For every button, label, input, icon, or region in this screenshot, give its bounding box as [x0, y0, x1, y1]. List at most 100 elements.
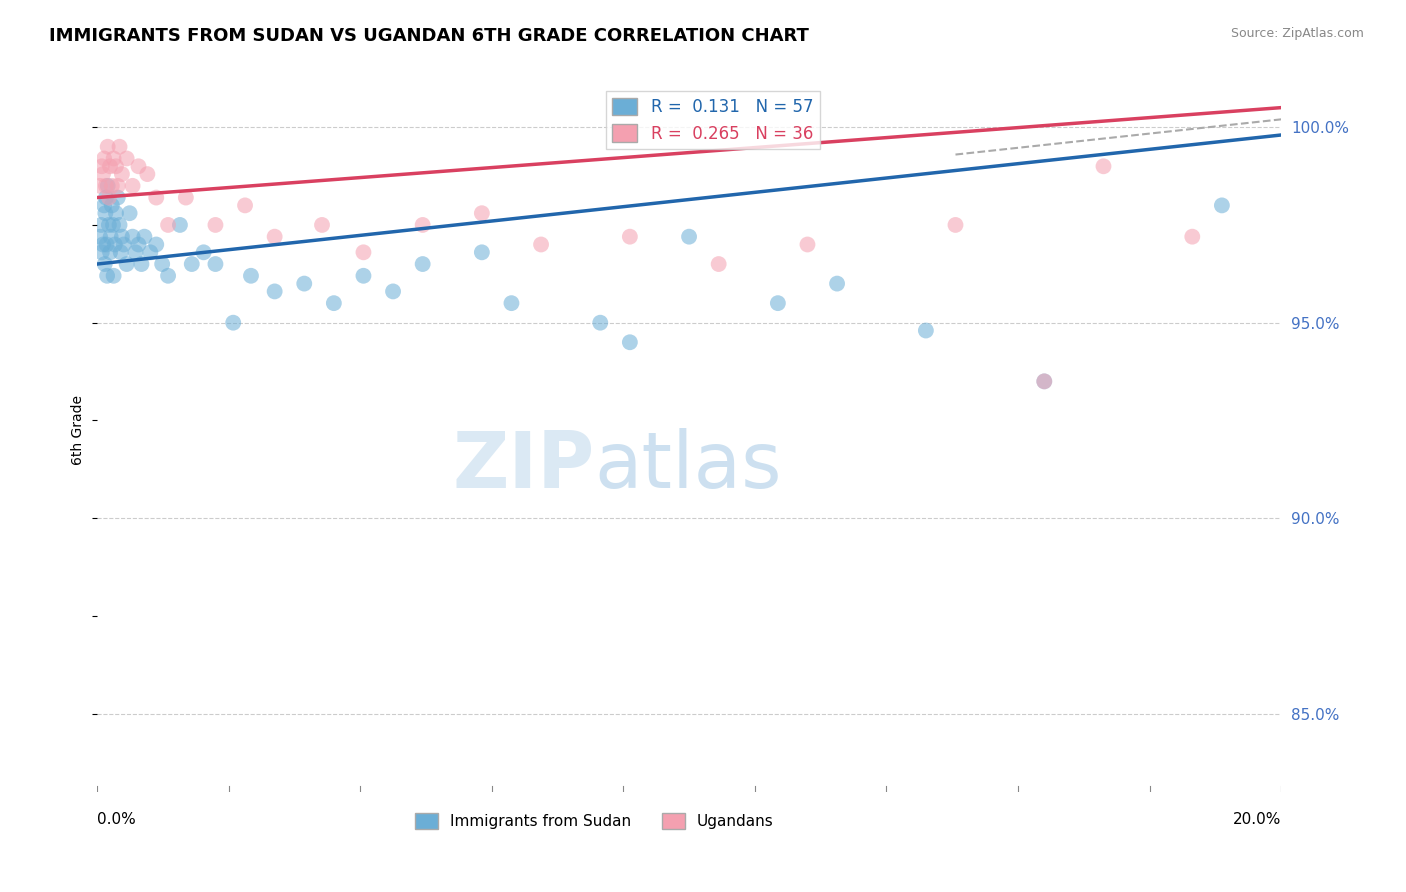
- Legend: Immigrants from Sudan, Ugandans: Immigrants from Sudan, Ugandans: [409, 806, 780, 835]
- Point: [121, 178, 143, 193]
- Point: [589, 316, 612, 330]
- Text: Source: ZipAtlas.com: Source: ZipAtlas.com: [1230, 27, 1364, 40]
- Point: [101, 198, 124, 212]
- Point: [115, 152, 138, 166]
- Point: [193, 245, 215, 260]
- Point: [124, 245, 146, 260]
- Point: [204, 257, 226, 271]
- Point: [100, 229, 122, 244]
- Point: [110, 245, 132, 260]
- Point: [103, 268, 125, 283]
- Point: [501, 296, 523, 310]
- Point: [104, 159, 127, 173]
- Point: [89, 229, 111, 244]
- Point: [93, 257, 115, 271]
- Point: [98, 159, 121, 173]
- Point: [619, 229, 641, 244]
- Point: [412, 218, 434, 232]
- Point: [90, 159, 112, 173]
- Text: IMMIGRANTS FROM SUDAN VS UGANDAN 6TH GRADE CORRELATION CHART: IMMIGRANTS FROM SUDAN VS UGANDAN 6TH GRA…: [49, 27, 808, 45]
- Point: [915, 324, 938, 338]
- Point: [204, 218, 226, 232]
- Point: [157, 268, 180, 283]
- Point: [121, 229, 143, 244]
- Point: [107, 190, 129, 204]
- Point: [93, 198, 115, 212]
- Point: [169, 218, 191, 232]
- Point: [139, 245, 162, 260]
- Point: [412, 257, 434, 271]
- Point: [112, 237, 135, 252]
- Point: [1033, 375, 1056, 389]
- Point: [90, 245, 112, 260]
- Point: [678, 229, 700, 244]
- Point: [311, 218, 333, 232]
- Text: ZIP: ZIP: [453, 428, 595, 504]
- Y-axis label: 6th Grade: 6th Grade: [72, 395, 86, 466]
- Text: 0.0%: 0.0%: [97, 812, 136, 827]
- Point: [97, 178, 120, 193]
- Point: [104, 237, 127, 252]
- Point: [101, 178, 124, 193]
- Point: [945, 218, 967, 232]
- Point: [1092, 159, 1115, 173]
- Point: [233, 198, 256, 212]
- Point: [97, 190, 120, 204]
- Point: [796, 237, 818, 252]
- Point: [292, 277, 315, 291]
- Point: [127, 237, 149, 252]
- Point: [94, 190, 117, 204]
- Point: [104, 206, 127, 220]
- Point: [174, 190, 197, 204]
- Point: [111, 229, 134, 244]
- Point: [145, 190, 167, 204]
- Point: [530, 237, 553, 252]
- Point: [131, 257, 153, 271]
- Text: 20.0%: 20.0%: [1233, 812, 1281, 827]
- Point: [353, 268, 375, 283]
- Point: [471, 245, 494, 260]
- Point: [115, 257, 138, 271]
- Point: [1181, 229, 1204, 244]
- Point: [91, 167, 114, 181]
- Point: [108, 139, 131, 153]
- Point: [619, 335, 641, 350]
- Point: [96, 237, 118, 252]
- Text: atlas: atlas: [595, 428, 782, 504]
- Point: [382, 285, 405, 299]
- Point: [263, 229, 285, 244]
- Point: [150, 257, 173, 271]
- Point: [180, 257, 202, 271]
- Point: [91, 237, 114, 252]
- Point: [111, 167, 134, 181]
- Point: [89, 178, 111, 193]
- Point: [98, 245, 121, 260]
- Point: [134, 229, 156, 244]
- Point: [108, 218, 131, 232]
- Point: [136, 167, 159, 181]
- Point: [222, 316, 245, 330]
- Point: [101, 218, 124, 232]
- Point: [93, 152, 115, 166]
- Point: [471, 206, 494, 220]
- Point: [97, 218, 120, 232]
- Point: [94, 206, 117, 220]
- Point: [103, 152, 125, 166]
- Point: [1211, 198, 1233, 212]
- Point: [97, 139, 120, 153]
- Point: [94, 178, 117, 193]
- Point: [157, 218, 180, 232]
- Point: [96, 268, 118, 283]
- Point: [145, 237, 167, 252]
- Point: [107, 178, 129, 193]
- Point: [240, 268, 263, 283]
- Point: [353, 245, 375, 260]
- Point: [263, 285, 285, 299]
- Point: [707, 257, 730, 271]
- Point: [1033, 375, 1056, 389]
- Point: [766, 296, 789, 310]
- Point: [322, 296, 344, 310]
- Point: [90, 218, 112, 232]
- Point: [118, 206, 141, 220]
- Point: [825, 277, 848, 291]
